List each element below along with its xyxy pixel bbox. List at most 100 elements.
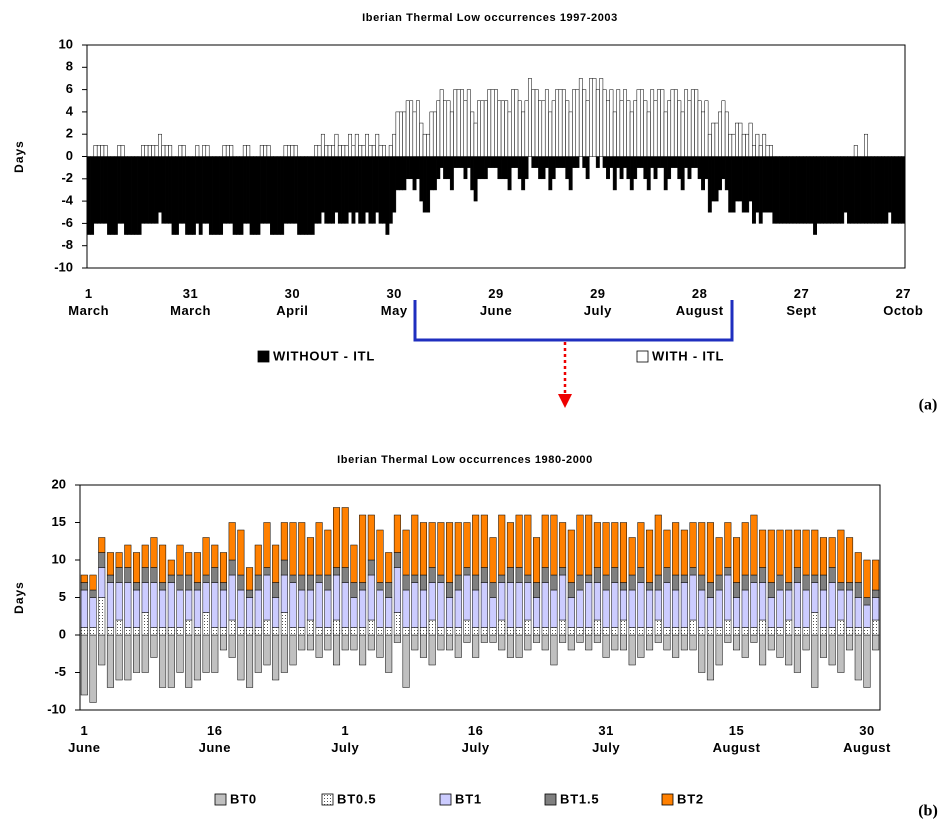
bar [498,574,506,583]
bar [219,582,227,591]
bar [506,582,514,628]
bar [656,89,661,157]
bar [765,156,770,213]
bar [733,597,741,628]
bar [289,634,297,666]
bar [483,100,488,157]
bar [660,156,665,168]
bar [409,156,414,180]
bar [80,582,88,591]
bar [341,567,349,583]
bar [619,156,624,180]
bar [306,589,314,621]
bar [436,156,441,180]
bar [358,145,363,157]
bar [606,100,610,157]
bar [466,156,471,168]
bar [582,156,587,168]
bar [144,156,149,224]
bar [507,156,512,191]
bar [633,156,638,180]
bar [793,529,801,568]
bar [395,156,400,191]
bar [593,567,601,583]
bar [263,522,271,568]
legend-label: WITH - ITL [652,348,724,363]
bar [141,634,149,673]
bar [541,514,549,568]
bar [533,634,541,643]
bar [263,145,268,157]
bar [544,156,549,168]
x-tick-label: 29 July [583,286,612,318]
bar [498,514,506,576]
legend-swatch [544,793,557,806]
bar [506,567,514,583]
bar [750,627,758,636]
bar [611,582,619,628]
legend-label: WITHOUT - ITL [273,348,375,363]
bar [646,634,654,651]
bar [506,627,514,636]
bar [779,156,784,224]
bar [872,559,880,591]
bar [558,89,563,157]
bar [115,567,123,583]
bar [402,589,410,628]
y-tick-label: -4 [61,193,73,208]
bar [154,145,159,157]
bar [280,634,288,673]
bar [524,582,532,621]
legend-label: BT1.5 [560,791,599,806]
bracket [413,300,734,342]
bar [293,156,298,224]
bar [872,589,880,598]
bar [706,634,714,681]
bar [419,627,427,636]
bar [672,589,680,628]
bar [689,634,697,651]
bar [559,634,567,643]
bar [689,619,697,636]
bar [350,634,358,651]
bar [828,627,836,636]
bar [463,634,471,643]
bar [874,156,879,224]
bar [446,100,451,157]
bar [864,133,868,157]
bar [419,156,424,202]
bar [767,597,775,628]
bar [161,156,166,224]
bar [689,574,697,621]
bar [134,156,139,235]
bar [656,156,661,168]
bar [298,574,306,591]
bar [752,145,756,157]
bar [602,522,610,576]
bar [337,156,342,224]
bar [228,634,236,658]
bar [758,156,763,224]
bar [672,627,680,636]
bar [640,89,644,157]
bar [167,559,175,576]
bar [567,634,575,651]
bar [707,133,712,157]
bar [860,156,865,224]
bar [454,574,462,591]
bar [796,156,801,224]
bar [376,589,384,628]
bar [324,574,332,591]
bar [426,156,431,213]
bar [310,156,315,235]
bar [551,156,556,180]
bar [480,514,488,568]
bar [320,133,325,157]
bar [628,634,636,666]
bar [272,634,280,681]
bar [341,634,349,651]
bar [752,156,756,224]
bar [290,156,295,224]
bar [538,156,543,180]
